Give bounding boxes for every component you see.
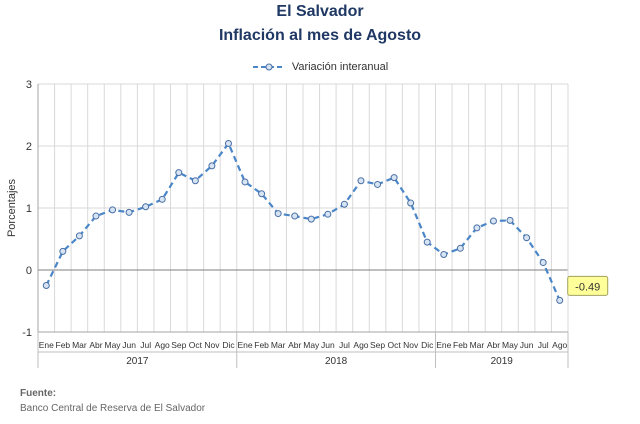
x-tick-label: Ago [552, 340, 567, 350]
legend: Variación interanual [0, 61, 640, 73]
x-tick-label: Ene [39, 340, 54, 350]
data-point [374, 180, 382, 188]
source-label: Fuente: [20, 388, 57, 399]
x-tick-label: Mar [470, 340, 485, 350]
x-tick-label: Feb [254, 340, 269, 350]
chart-subtitle: Inflación al mes de Agosto [218, 27, 422, 44]
data-point [307, 215, 315, 223]
y-tick-label: 2 [26, 141, 32, 153]
x-tick-label: Dic [421, 340, 434, 350]
x-tick-label: Nov [403, 340, 419, 350]
x-tick-label: Abr [89, 340, 102, 350]
x-tick-label: Sep [370, 340, 385, 350]
x-tick-label: Jun [122, 340, 136, 350]
data-point [390, 174, 398, 182]
data-point [489, 217, 497, 225]
data-point [191, 177, 199, 185]
x-tick-label: Mar [72, 340, 87, 350]
data-point [142, 203, 150, 211]
x-tick-label: Jul [339, 340, 350, 350]
legend-line-marker-icon [252, 63, 285, 71]
x-tick-label: Oct [189, 340, 203, 350]
x-tick-label: Ago [353, 340, 368, 350]
data-point [324, 210, 332, 218]
data-point [175, 169, 183, 177]
y-tick-label: 1 [26, 203, 32, 215]
data-point [539, 259, 547, 267]
x-tick-label: Oct [387, 340, 401, 350]
x-tick-label: May [105, 340, 122, 350]
data-point [241, 178, 249, 186]
last-value-label: -0.49 [575, 281, 600, 293]
y-tick-label: -1 [22, 327, 32, 339]
x-tick-label: Jun [520, 340, 534, 350]
chart-title: El Salvador [276, 3, 364, 20]
x-tick-label: Sep [171, 340, 186, 350]
x-tick-label: Ene [436, 340, 451, 350]
data-point [274, 210, 282, 218]
data-point [224, 140, 232, 148]
x-tick-label: Ago [155, 340, 170, 350]
x-tick-label: Dic [222, 340, 235, 350]
x-tick-label: Feb [56, 340, 71, 350]
x-tick-label: Jun [321, 340, 335, 350]
year-label: 2019 [491, 356, 514, 367]
data-point [92, 212, 100, 220]
data-point [473, 224, 481, 232]
y-tick-label: 3 [26, 79, 32, 91]
last-value-callout [567, 275, 609, 296]
data-point [158, 195, 166, 203]
x-tick-label: Abr [487, 340, 500, 350]
legend-label: Variación interanual [291, 61, 389, 74]
data-point [109, 206, 117, 214]
data-point [208, 162, 216, 170]
data-point [506, 216, 514, 224]
data-point [42, 282, 50, 289]
data-point [357, 177, 365, 185]
data-point [258, 190, 266, 198]
year-label: 2018 [325, 356, 348, 367]
year-label: 2017 [126, 356, 149, 367]
x-tick-label: Nov [204, 340, 220, 350]
source-text: Banco Central de Reserva de El Salvador [20, 403, 206, 414]
data-point [456, 244, 464, 252]
x-tick-label: May [303, 340, 320, 350]
data-point [523, 234, 531, 242]
x-tick-label: Mar [271, 340, 286, 350]
y-tick-label: 0 [26, 265, 32, 277]
data-point [59, 247, 67, 255]
data-point [291, 212, 299, 220]
data-point [75, 232, 83, 240]
data-point [407, 199, 415, 207]
x-tick-label: Ene [237, 340, 252, 350]
data-point [125, 208, 133, 216]
y-axis-label: Porcentajes [6, 178, 18, 237]
data-point [423, 238, 431, 246]
data-point [556, 296, 564, 304]
data-point [340, 200, 348, 208]
x-tick-label: Jul [538, 340, 549, 350]
x-tick-label: Jul [140, 340, 151, 350]
x-tick-label: May [502, 340, 519, 350]
x-tick-label: Feb [453, 340, 468, 350]
data-point [440, 251, 448, 258]
x-tick-label: Abr [288, 340, 301, 350]
